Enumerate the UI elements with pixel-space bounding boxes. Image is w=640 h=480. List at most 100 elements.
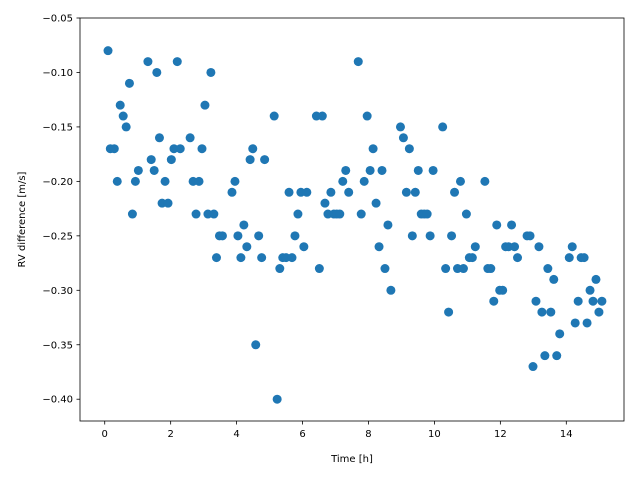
- data-point-71: [353, 57, 363, 67]
- data-point-40: [242, 242, 252, 252]
- data-point-11: [143, 57, 153, 67]
- data-point-137: [582, 318, 592, 328]
- data-point-116: [507, 220, 517, 230]
- data-point-123: [534, 242, 544, 252]
- data-point-26: [194, 176, 204, 186]
- data-point-22: [175, 144, 185, 154]
- data-points: [103, 46, 607, 404]
- data-point-21: [172, 57, 182, 67]
- x-tick-label-1: 2: [167, 429, 173, 440]
- data-point-134: [573, 296, 583, 306]
- data-point-46: [260, 155, 270, 165]
- y-tick-label-4: −0.25: [42, 231, 73, 242]
- data-point-34: [217, 231, 227, 241]
- x-axis-ticks: 0 2 4 6 8 10 12 14: [102, 421, 573, 440]
- data-point-44: [254, 231, 264, 241]
- data-point-120: [525, 231, 535, 241]
- data-point-95: [438, 122, 448, 132]
- data-point-4: [115, 100, 125, 110]
- data-point-117: [510, 242, 520, 252]
- data-point-47: [269, 111, 279, 121]
- data-point-125: [540, 351, 550, 361]
- data-point-74: [362, 111, 372, 121]
- data-point-32: [211, 253, 221, 263]
- y-tick-label-2: −0.15: [42, 122, 73, 133]
- data-point-36: [230, 176, 240, 186]
- data-point-2: [109, 144, 119, 154]
- data-point-124: [537, 307, 547, 317]
- data-point-20: [169, 144, 179, 154]
- data-point-35: [227, 187, 237, 197]
- data-point-130: [555, 329, 565, 339]
- data-point-82: [386, 285, 396, 295]
- data-point-106: [470, 242, 480, 252]
- data-point-48: [272, 394, 282, 404]
- data-point-96: [441, 264, 451, 274]
- data-point-78: [374, 242, 384, 252]
- data-point-109: [486, 264, 496, 274]
- x-tick-label-5: 10: [428, 429, 441, 440]
- data-point-72: [356, 209, 366, 219]
- data-point-60: [314, 264, 324, 274]
- data-point-76: [368, 144, 378, 154]
- data-point-131: [564, 253, 574, 263]
- data-point-81: [383, 220, 393, 230]
- data-point-57: [299, 242, 309, 252]
- data-point-105: [467, 253, 477, 263]
- x-tick-label-4: 8: [365, 429, 371, 440]
- data-point-30: [206, 67, 216, 77]
- x-axis-label: Time [h]: [330, 454, 373, 465]
- data-point-113: [498, 285, 508, 295]
- x-tick-label-6: 12: [494, 429, 507, 440]
- data-point-86: [404, 144, 414, 154]
- data-point-67: [335, 209, 345, 219]
- data-point-61: [317, 111, 327, 121]
- y-axis-ticks: −0.05 −0.10 −0.15 −0.20 −0.25 −0.30 −0.35 −0.40: [42, 14, 80, 406]
- data-point-88: [410, 187, 420, 197]
- x-tick-label-2: 4: [233, 429, 239, 440]
- data-point-52: [284, 187, 294, 197]
- data-point-92: [422, 209, 432, 219]
- data-point-42: [248, 144, 258, 154]
- data-point-3: [112, 176, 122, 186]
- data-point-101: [455, 176, 465, 186]
- data-point-133: [570, 318, 580, 328]
- x-tick-label-0: 0: [102, 429, 108, 440]
- data-point-12: [146, 155, 156, 165]
- data-point-121: [528, 362, 538, 372]
- x-tick-label-7: 14: [560, 429, 573, 440]
- y-tick-label-3: −0.20: [42, 177, 73, 188]
- data-point-89: [413, 165, 423, 175]
- data-point-7: [124, 78, 134, 88]
- data-point-77: [371, 198, 381, 208]
- data-point-139: [588, 296, 598, 306]
- data-point-19: [166, 155, 176, 165]
- data-point-107: [480, 176, 490, 186]
- data-point-25: [191, 209, 201, 219]
- data-point-97: [444, 307, 454, 317]
- data-point-122: [531, 296, 541, 306]
- data-point-128: [549, 274, 559, 284]
- data-point-23: [185, 133, 195, 143]
- data-point-102: [458, 264, 468, 274]
- data-point-64: [326, 187, 336, 197]
- data-point-43: [251, 340, 261, 350]
- data-point-10: [133, 165, 143, 175]
- data-point-111: [492, 220, 502, 230]
- data-point-28: [200, 100, 210, 110]
- data-point-73: [359, 176, 369, 186]
- data-point-0: [103, 46, 113, 56]
- data-point-55: [293, 209, 303, 219]
- data-point-136: [579, 253, 589, 263]
- data-point-75: [365, 165, 375, 175]
- data-point-58: [302, 187, 312, 197]
- data-point-94: [428, 165, 438, 175]
- data-point-53: [287, 253, 297, 263]
- data-point-9: [130, 176, 140, 186]
- data-point-62: [320, 198, 330, 208]
- data-point-27: [197, 144, 207, 154]
- data-point-103: [461, 209, 471, 219]
- data-point-17: [160, 176, 170, 186]
- data-point-6: [121, 122, 131, 132]
